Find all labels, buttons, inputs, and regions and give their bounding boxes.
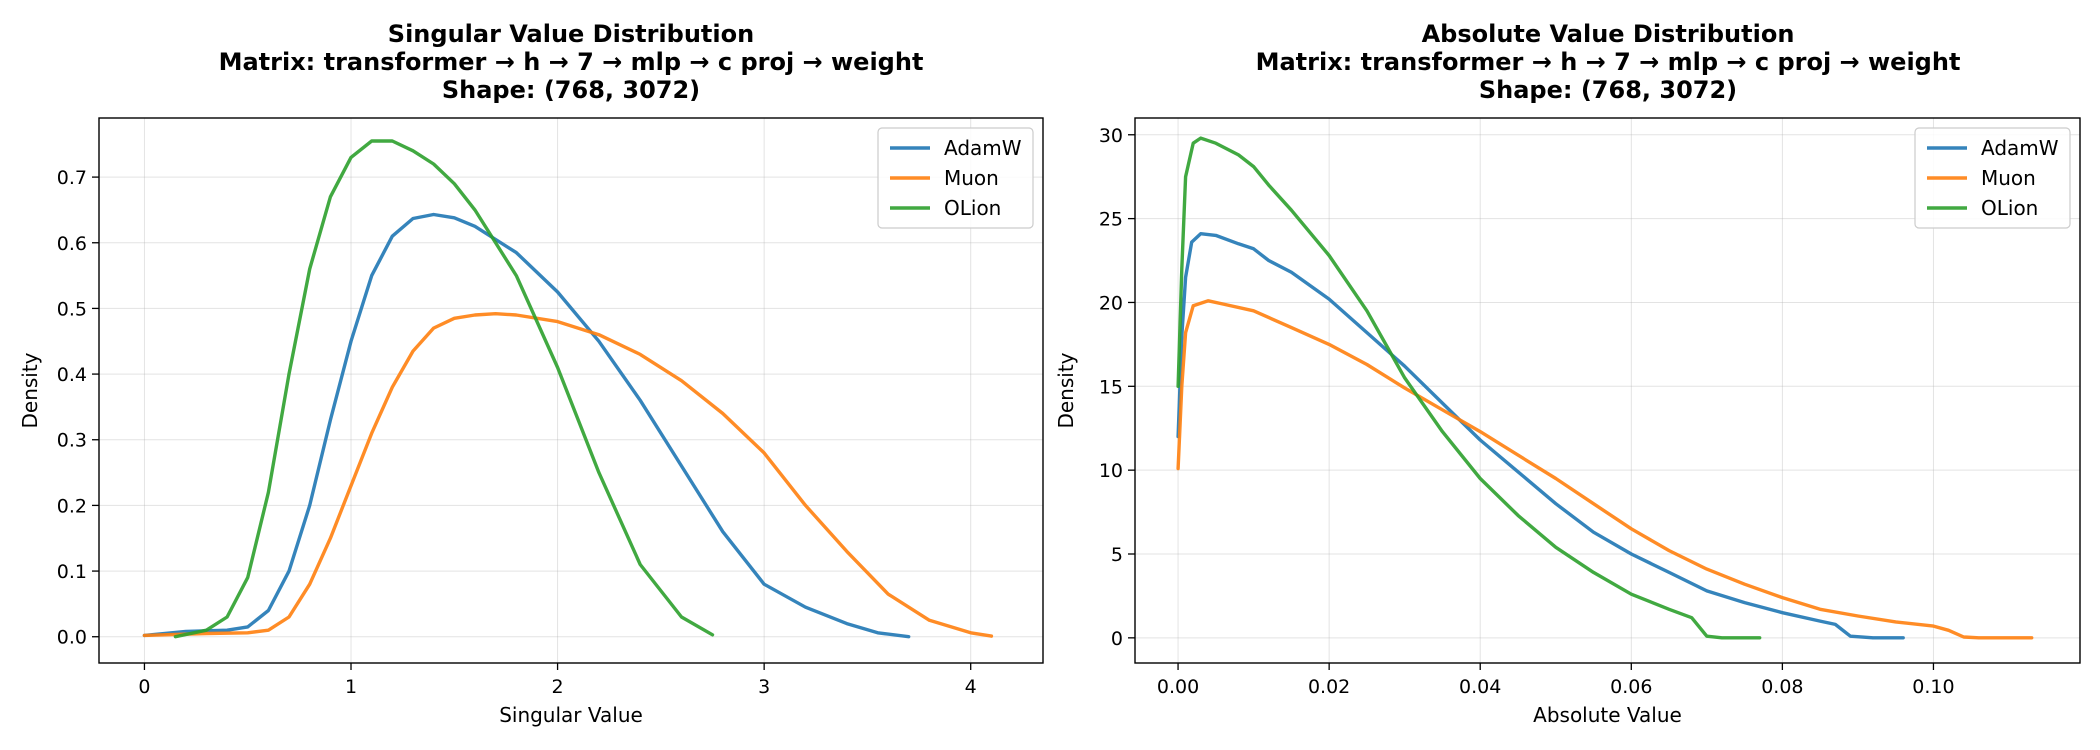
y-tick-label: 30 xyxy=(1099,125,1123,147)
y-axis-label: Density xyxy=(18,352,42,428)
y-tick-label: 5 xyxy=(1111,544,1123,566)
legend-label-muon: Muon xyxy=(944,166,999,190)
series-line-olion xyxy=(173,139,715,639)
series-line-muon xyxy=(1176,299,2034,640)
plot-frame xyxy=(1134,117,2081,664)
x-tick-label: 0.06 xyxy=(1610,676,1652,698)
x-tick-label: 3 xyxy=(758,676,770,698)
x-tick-label: 2 xyxy=(552,676,564,698)
legend-label-olion: OLion xyxy=(944,196,1001,220)
y-axis-label: Density xyxy=(1054,352,1078,428)
series-line-adamw xyxy=(1176,232,1905,640)
legend-label-olion: OLion xyxy=(1981,196,2038,220)
x-axis-label: Absolute Value xyxy=(1533,703,1682,727)
x-tick-label: 0.10 xyxy=(1912,676,1954,698)
chart-title-line: Shape: (768, 3072) xyxy=(442,76,700,104)
x-tick-label: 0.00 xyxy=(1157,676,1199,698)
legend-box xyxy=(1914,127,2071,229)
chart-title-line: Shape: (768, 3072) xyxy=(1479,76,1737,104)
legend-box xyxy=(877,127,1034,229)
chart-title-line: Matrix: transformer → h → 7 → mlp → c pr… xyxy=(219,48,924,76)
plot-frame xyxy=(98,117,1044,664)
y-tick-label: 20 xyxy=(1099,292,1123,314)
y-tick-label: 0.4 xyxy=(57,364,87,386)
x-tick-label: 4 xyxy=(965,676,977,698)
y-tick-label: 0.2 xyxy=(57,495,87,517)
y-tick-label: 0.3 xyxy=(57,430,87,452)
legend: AdamW Muon OLion xyxy=(877,127,1034,229)
chart-title-line: Absolute Value Distribution xyxy=(1422,20,1795,48)
y-tick-label: 0 xyxy=(1111,628,1123,650)
x-tick-label: 0.08 xyxy=(1761,676,1803,698)
y-tick-label: 0.5 xyxy=(57,298,87,320)
x-tick-label: 1 xyxy=(345,676,357,698)
series-line-olion xyxy=(1176,136,1762,640)
legend-label-adamw: AdamW xyxy=(944,136,1022,160)
y-tick-label: 0.0 xyxy=(57,627,87,649)
chart-title-line: Singular Value Distribution xyxy=(388,20,754,48)
y-tick-label: 0.6 xyxy=(57,233,87,255)
x-tick-label: 0 xyxy=(138,676,150,698)
legend-label-muon: Muon xyxy=(1981,166,2036,190)
y-tick-label: 0.1 xyxy=(57,561,87,583)
y-tick-label: 25 xyxy=(1099,209,1123,231)
y-tick-label: 15 xyxy=(1099,376,1123,398)
legend: AdamW Muon OLion xyxy=(1914,127,2071,229)
series-line-adamw xyxy=(142,212,911,639)
y-tick-label: 0.7 xyxy=(57,167,87,189)
chart-title-line: Matrix: transformer → h → 7 → mlp → c pr… xyxy=(1256,48,1961,76)
legend-label-adamw: AdamW xyxy=(1981,136,2059,160)
y-tick-label: 10 xyxy=(1099,460,1123,482)
x-tick-label: 0.04 xyxy=(1459,676,1501,698)
x-tick-label: 0.02 xyxy=(1308,676,1350,698)
x-axis-label: Singular Value xyxy=(499,703,643,727)
series-line-muon xyxy=(142,312,994,638)
